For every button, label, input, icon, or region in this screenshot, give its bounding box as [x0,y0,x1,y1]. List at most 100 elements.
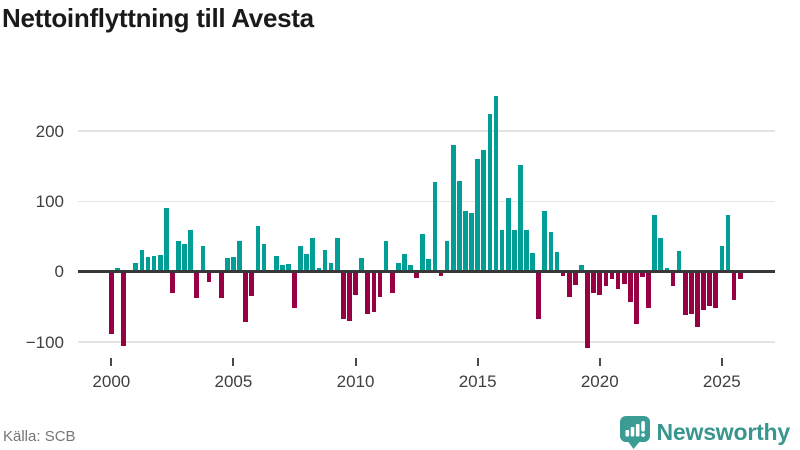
x-tick-label: 2000 [92,372,131,391]
bar-negative [109,271,114,335]
bar-positive [432,182,438,272]
y-tick-label: −100 [25,332,64,352]
bar-negative [206,271,212,282]
bar-positive [469,213,474,272]
bar-positive [273,256,279,272]
bar-negative [560,271,566,276]
bar-positive [475,158,480,272]
bar-positive [463,211,468,272]
bar-negative [566,271,572,297]
bar-positive [163,207,169,272]
bar-positive [157,254,163,272]
bar-negative [249,271,255,297]
x-tick-mark [354,358,357,366]
bar-negative [707,271,712,307]
bar-positive [664,268,670,272]
gridline [78,200,775,203]
bar-negative [603,271,609,286]
bar-positive [188,230,194,272]
x-tick-mark [232,358,235,366]
bar-negative [536,271,542,319]
bar-positive [426,259,432,272]
gridline [78,341,775,343]
bar-positive [176,241,181,272]
bar-positive [725,214,731,272]
bar-negative [682,271,688,316]
bar-negative [688,271,694,314]
x-tick-mark [598,358,601,366]
bar-negative [371,271,377,312]
newsworthy-pin-barchart-icon [619,416,650,449]
bar-negative [731,271,737,300]
bar-positive [530,252,535,272]
bar-positive [444,241,450,272]
bar-positive [334,237,340,272]
bar-positive [450,145,456,272]
bar-positive [151,256,157,272]
x-tick-label: 2005 [214,372,253,391]
bar-positive [402,254,407,272]
bar-positive [231,256,236,272]
bar-positive [286,263,291,272]
bar-negative [615,271,621,289]
bar-positive [224,258,230,272]
bar-positive [511,229,517,272]
bar-negative [292,271,297,309]
bar-positive [487,113,493,272]
source-note: Källa: SCB [3,428,76,445]
bar-negative [218,271,224,298]
x-tick-label: 2010 [336,372,375,391]
bar-positive [395,263,401,272]
bar-positive [145,256,151,272]
bar-positive [298,245,303,272]
bar-positive [408,264,413,272]
bar-positive [115,268,120,272]
bar-negative [609,271,615,280]
y-tick-label: 0 [54,262,64,282]
bar-negative [377,271,383,297]
bar-negative [597,271,603,295]
bar-positive [676,251,682,272]
zero-axis-line [78,270,775,273]
brand-name: Newsworthy [656,419,791,445]
bar-positive [524,230,529,272]
bar-positive [420,233,426,272]
bar-positive [493,95,499,272]
bar-positive [579,264,584,272]
bar-positive [658,237,664,272]
bar-negative [194,271,200,299]
bar-negative [713,271,719,309]
bar-negative [634,271,639,324]
bar-negative [353,271,358,295]
bar-negative [340,271,346,319]
bar-negative [591,271,596,294]
bar-negative [737,271,743,280]
brand-logo: Newsworthy [619,416,791,449]
bar-negative [170,271,175,294]
bar-negative [121,271,126,347]
x-tick-label: 2025 [702,372,741,391]
bar-positive [359,258,364,272]
y-tick-label: 100 [35,191,64,211]
x-tick-label: 2015 [458,372,497,391]
bar-positive [255,226,261,272]
bar-negative [701,271,706,311]
bar-positive [499,230,505,272]
bar-positive [542,210,548,272]
x-tick-label: 2020 [580,372,619,391]
bar-positive [304,254,310,272]
x-tick-mark [110,358,113,366]
bar-positive [383,241,389,272]
bar-negative [365,271,371,314]
bar-negative [646,271,651,309]
bar-positive [182,243,187,272]
bar-positive [322,249,328,272]
bar-negative [585,271,590,348]
bar-negative [640,271,645,277]
bar-positive [719,246,725,272]
bar-negative [438,271,444,276]
bar-negative [627,271,633,302]
bar-positive [316,268,322,272]
